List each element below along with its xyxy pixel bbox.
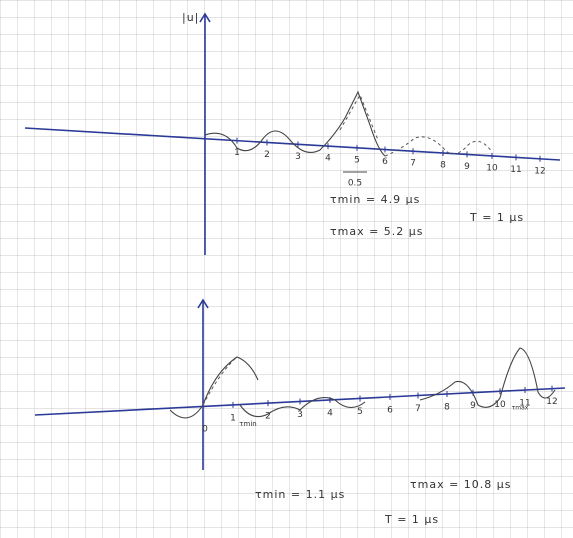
- x-tick-label: 1: [230, 413, 236, 423]
- x-tick-label: 8: [444, 403, 450, 413]
- x-tick-label: 12: [534, 166, 545, 176]
- x-tick-label: 2: [265, 412, 271, 422]
- x-tick-label: 9: [464, 162, 470, 172]
- x-tick-label: 3: [297, 410, 303, 420]
- x-tick-label: 11: [519, 399, 530, 409]
- x-tick-label: 8: [440, 161, 446, 171]
- annotation: τmax = 5.2 μs: [330, 225, 424, 238]
- y-label: |u|: [182, 11, 199, 24]
- scale-note: 0.5: [348, 179, 362, 189]
- origin-label: 0: [202, 425, 208, 435]
- x-tick-label: 12: [546, 397, 557, 407]
- x-tick-label: 10: [486, 163, 498, 173]
- x-tick-label: 9: [470, 401, 476, 411]
- x-tick-label: 11: [510, 165, 521, 175]
- x-tick-label: 7: [415, 404, 421, 414]
- annotation: τmin = 1.1 μs: [255, 488, 345, 501]
- x-tick-label: 5: [354, 155, 360, 165]
- x-tick-label: 6: [387, 405, 393, 415]
- annotation: τmax = 10.8 μs: [410, 478, 512, 491]
- x-tick-label: 4: [325, 154, 331, 164]
- x-tick-label: 2: [264, 150, 270, 160]
- grid: [0, 0, 573, 538]
- x-tick-label: 4: [327, 408, 333, 418]
- x-tick-label: 7: [410, 159, 416, 169]
- marker: τmin: [239, 420, 256, 428]
- graph-paper: |u| 0.5 τmin = 4.9 μs τmax = 5.2 μs T = …: [0, 0, 573, 538]
- x-tick-label: 6: [382, 157, 388, 167]
- annotation: τmin = 4.9 μs: [330, 193, 420, 206]
- x-tick-label: 5: [357, 407, 363, 417]
- x-tick-label: 3: [295, 152, 301, 162]
- annotation: T = 1 μs: [469, 211, 524, 224]
- annotation: T = 1 μs: [384, 513, 439, 526]
- x-tick-label: 1: [234, 148, 240, 158]
- x-tick-label: 10: [494, 400, 506, 410]
